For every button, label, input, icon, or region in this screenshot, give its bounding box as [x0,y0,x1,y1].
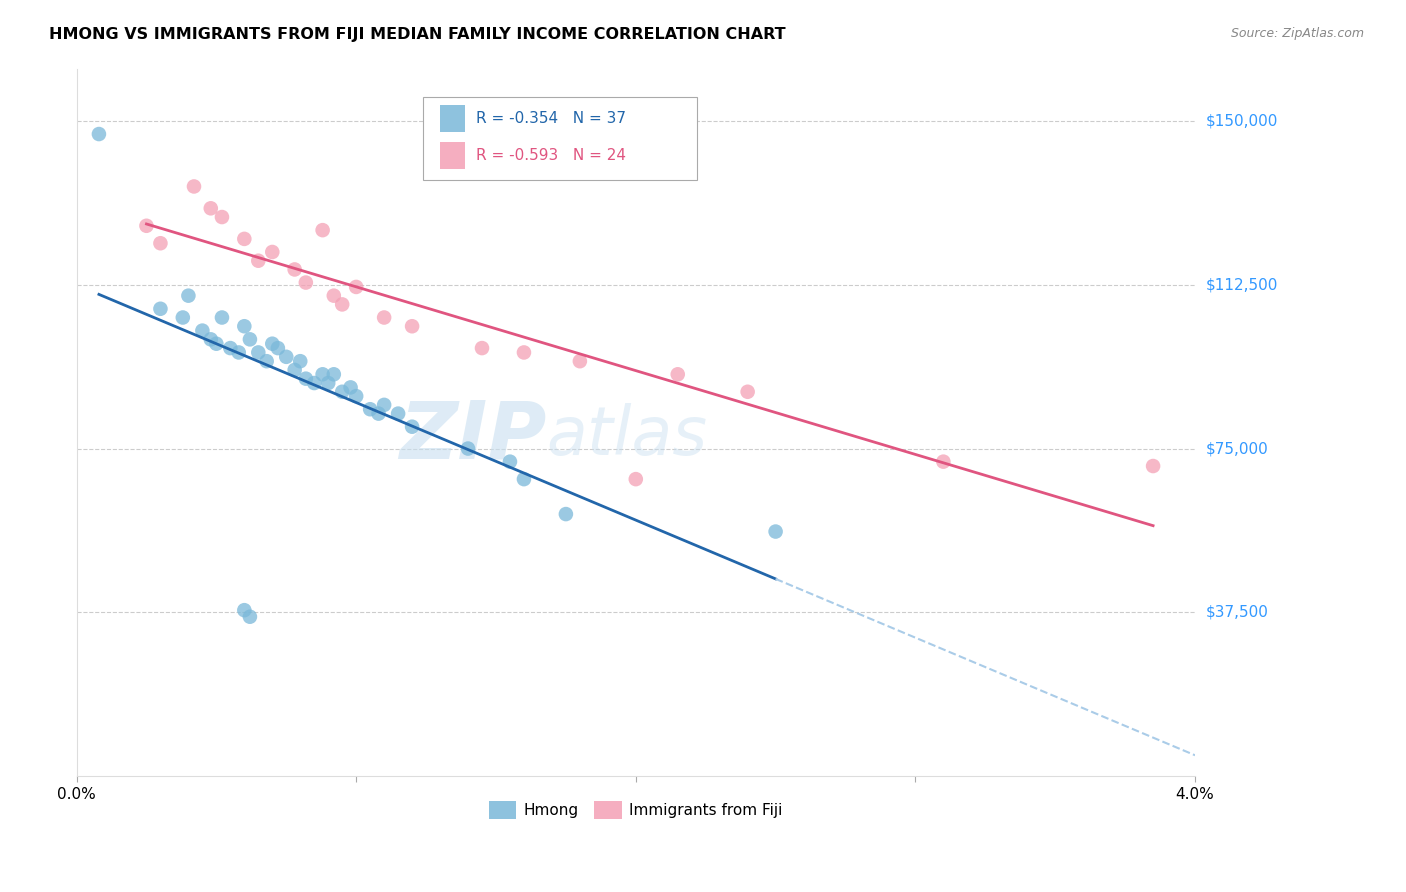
Point [295,276,318,290]
Point [247,253,270,268]
Point [367,407,389,421]
Point [267,341,290,355]
Point [737,384,759,399]
Point [262,336,284,351]
Point [322,368,344,382]
Point [262,244,284,259]
Text: R = -0.593   N = 24: R = -0.593 N = 24 [475,148,626,163]
Point [311,223,333,237]
FancyBboxPatch shape [440,104,464,131]
Point [330,297,353,311]
Text: $112,500: $112,500 [1206,277,1278,293]
Point [471,341,494,355]
Point [373,310,395,325]
Text: HMONG VS IMMIGRANTS FROM FIJI MEDIAN FAMILY INCOME CORRELATION CHART: HMONG VS IMMIGRANTS FROM FIJI MEDIAN FAM… [49,27,786,42]
Point [239,332,262,346]
Point [239,609,262,624]
Point [554,507,576,521]
Point [666,368,689,382]
Point [276,350,298,364]
Point [302,376,325,390]
Text: ZIP: ZIP [399,398,547,475]
Point [339,380,361,394]
Legend: Hmong, Immigrants from Fiji: Hmong, Immigrants from Fiji [482,796,789,825]
Point [149,236,172,251]
Text: $75,000: $75,000 [1206,441,1268,456]
Point [219,341,242,355]
Point [233,603,256,617]
Point [284,363,307,377]
Point [932,455,955,469]
Point [499,455,522,469]
Point [387,407,409,421]
Point [87,127,110,141]
Point [172,310,194,325]
Point [359,402,381,417]
Point [256,354,278,368]
Text: $150,000: $150,000 [1206,113,1278,128]
FancyBboxPatch shape [440,142,464,169]
Point [624,472,647,486]
Point [211,210,233,224]
Point [149,301,172,316]
Point [344,389,367,403]
Point [290,354,312,368]
Point [200,202,222,216]
Point [211,310,233,325]
Point [233,319,256,334]
Point [513,472,536,486]
Point [457,442,479,456]
Point [330,384,353,399]
Point [513,345,536,359]
Point [295,372,318,386]
Text: atlas: atlas [547,403,707,469]
Point [344,280,367,294]
Point [135,219,157,233]
Point [1142,458,1164,473]
Point [316,376,339,390]
Point [311,368,333,382]
Point [373,398,395,412]
Point [401,419,423,434]
Text: Source: ZipAtlas.com: Source: ZipAtlas.com [1230,27,1364,40]
Point [247,345,270,359]
Point [191,324,214,338]
Point [568,354,591,368]
Point [200,332,222,346]
Text: R = -0.354   N = 37: R = -0.354 N = 37 [475,111,626,126]
Point [765,524,787,539]
Point [228,345,250,359]
Point [233,232,256,246]
Point [177,288,200,302]
Point [401,319,423,334]
Text: $37,500: $37,500 [1206,605,1270,620]
Point [183,179,205,194]
Point [284,262,307,277]
FancyBboxPatch shape [423,97,697,180]
Point [322,288,344,302]
Point [205,336,228,351]
